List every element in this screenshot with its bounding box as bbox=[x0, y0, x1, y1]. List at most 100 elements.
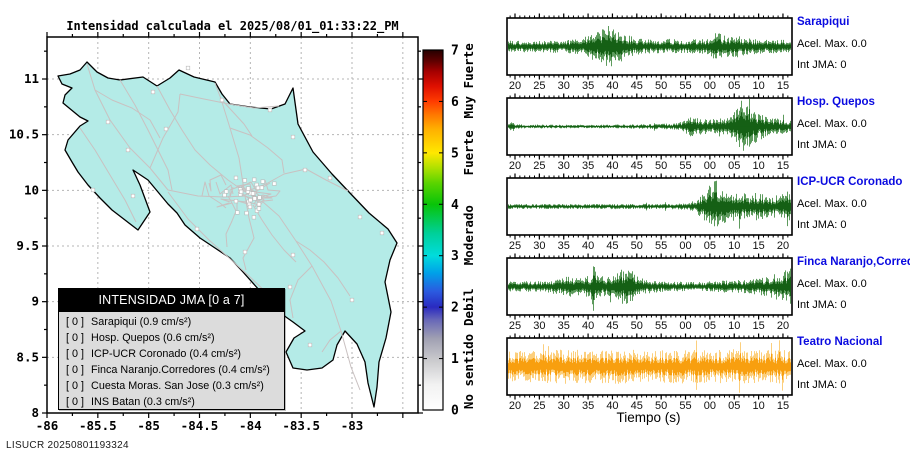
time-tick-label: 45 bbox=[606, 240, 618, 252]
time-tick-label: 00 bbox=[679, 240, 691, 252]
station-marker bbox=[233, 175, 239, 180]
legend-entry-station: Cuesta Moras. San Jose (0.3 cm/s²) bbox=[91, 380, 264, 392]
waveform-core bbox=[508, 275, 791, 300]
y-axis-tick-label: 10.5 bbox=[9, 127, 39, 142]
time-tick-label: 35 bbox=[582, 80, 594, 92]
time-tick-label: 50 bbox=[655, 80, 667, 92]
intensity-jma-label: Int JMA: 0 bbox=[797, 299, 847, 311]
acceleration-max-label: Acel. Max. 0.0 bbox=[797, 38, 867, 50]
time-tick-label: 40 bbox=[582, 240, 594, 252]
time-tick-label: 25 bbox=[509, 320, 521, 332]
station-marker bbox=[233, 199, 239, 204]
station-marker bbox=[235, 210, 240, 215]
road-line bbox=[179, 93, 280, 109]
time-tick-label: 20 bbox=[509, 160, 521, 172]
station-marker bbox=[219, 97, 225, 103]
time-tick-label: 50 bbox=[655, 160, 667, 172]
time-tick-label: 15 bbox=[777, 400, 789, 412]
station-marker bbox=[252, 177, 257, 182]
station-marker bbox=[222, 192, 227, 198]
time-tick-label: 05 bbox=[704, 320, 716, 332]
road-line bbox=[252, 204, 297, 263]
road-line bbox=[220, 198, 249, 205]
y-axis-tick-label: 9 bbox=[31, 294, 39, 309]
station-marker bbox=[255, 185, 261, 190]
time-tick-label: 20 bbox=[509, 400, 521, 412]
waveform bbox=[508, 99, 791, 151]
road-line bbox=[229, 127, 285, 174]
time-tick-label: 30 bbox=[558, 400, 570, 412]
station-marker bbox=[246, 186, 251, 191]
station-marker bbox=[163, 126, 169, 132]
time-tick-label: 55 bbox=[655, 240, 667, 252]
time-tick-label: 50 bbox=[655, 400, 667, 412]
time-tick-label: 10 bbox=[752, 80, 764, 92]
road-line bbox=[119, 79, 173, 191]
time-tick-label: 10 bbox=[728, 320, 740, 332]
station-marker bbox=[194, 226, 200, 232]
time-tick-label: 45 bbox=[606, 320, 618, 332]
map-legend: INTENSIDAD JMA [0 a 7] [ 0 ] Sarapiqui (0… bbox=[58, 288, 285, 410]
time-tick-label: 45 bbox=[631, 160, 643, 172]
time-tick-label: 20 bbox=[777, 240, 789, 252]
panel-frame bbox=[506, 337, 793, 396]
intensity-jma-label: Int JMA: 0 bbox=[797, 139, 847, 151]
time-tick-label: 30 bbox=[533, 240, 545, 252]
time-tick-label: 05 bbox=[728, 400, 740, 412]
road-line bbox=[289, 265, 313, 319]
legend-entry: [ 0 ] Cuesta Moras. San Jose (0.3 cm/s²) bbox=[66, 380, 284, 392]
time-tick-label: 15 bbox=[777, 160, 789, 172]
time-tick-label: 25 bbox=[533, 80, 545, 92]
road-line bbox=[79, 127, 137, 223]
station-marker bbox=[250, 191, 256, 196]
legend-entry-intensity: [ 0 ] bbox=[66, 396, 85, 408]
station-marker bbox=[260, 179, 265, 184]
colorbar-gradient bbox=[423, 50, 443, 410]
x-axis-tick-label: -84.5 bbox=[181, 418, 219, 433]
panel-frame bbox=[506, 97, 793, 156]
station-marker bbox=[290, 252, 296, 258]
legend-title: INTENSIDAD JMA [0 a 7] bbox=[59, 289, 284, 312]
road-line bbox=[208, 174, 227, 192]
seismogram-panel: 20 25 30 35 40 45 50 55 00 05 10 15 bbox=[506, 93, 793, 172]
road-line bbox=[167, 191, 271, 297]
y-axis-tick-label: 11 bbox=[24, 71, 39, 86]
waveform bbox=[508, 266, 791, 311]
road-line bbox=[295, 240, 351, 297]
x-axis-tick-label: -85.5 bbox=[79, 418, 117, 433]
time-tick-label: 30 bbox=[533, 320, 545, 332]
intensity-jma-label: Int JMA: 0 bbox=[797, 59, 847, 71]
time-tick-label: 30 bbox=[558, 160, 570, 172]
time-tick-label: 30 bbox=[558, 80, 570, 92]
road-line bbox=[220, 98, 253, 137]
station-marker bbox=[267, 107, 273, 113]
time-tick-label: 35 bbox=[558, 320, 570, 332]
time-tick-label: 05 bbox=[728, 80, 740, 92]
colorbar-frame bbox=[422, 49, 444, 411]
time-tick-label: 00 bbox=[704, 160, 716, 172]
station-marker bbox=[307, 342, 313, 348]
station-marker bbox=[252, 196, 257, 201]
station-marker bbox=[290, 134, 296, 140]
waveform bbox=[508, 180, 791, 229]
road-line bbox=[244, 168, 349, 193]
road-line bbox=[94, 89, 161, 139]
station-marker bbox=[379, 230, 385, 236]
time-tick-label: 25 bbox=[509, 240, 521, 252]
station-marker bbox=[242, 249, 248, 255]
legend-entry-intensity: [ 0 ] bbox=[66, 380, 85, 392]
time-tick-label: 35 bbox=[558, 240, 570, 252]
road-line bbox=[242, 195, 255, 271]
station-marker bbox=[357, 214, 363, 220]
time-tick-label: 10 bbox=[728, 240, 740, 252]
time-tick-label: 55 bbox=[679, 160, 691, 172]
station-marker bbox=[256, 206, 262, 211]
intensity-map: -86 -85.5 -85 -84.5 -84 -83.5 -8388.599.51010.… bbox=[9, 32, 476, 433]
waveform bbox=[508, 26, 791, 67]
acceleration-max-label: Acel. Max. 0.0 bbox=[797, 278, 867, 290]
waveform-core bbox=[508, 192, 791, 219]
country-outline bbox=[57, 61, 398, 408]
waveform bbox=[508, 340, 791, 393]
acceleration-max-label: Acel. Max. 0.0 bbox=[797, 198, 867, 210]
station-name: Teatro Nacional bbox=[797, 336, 883, 348]
